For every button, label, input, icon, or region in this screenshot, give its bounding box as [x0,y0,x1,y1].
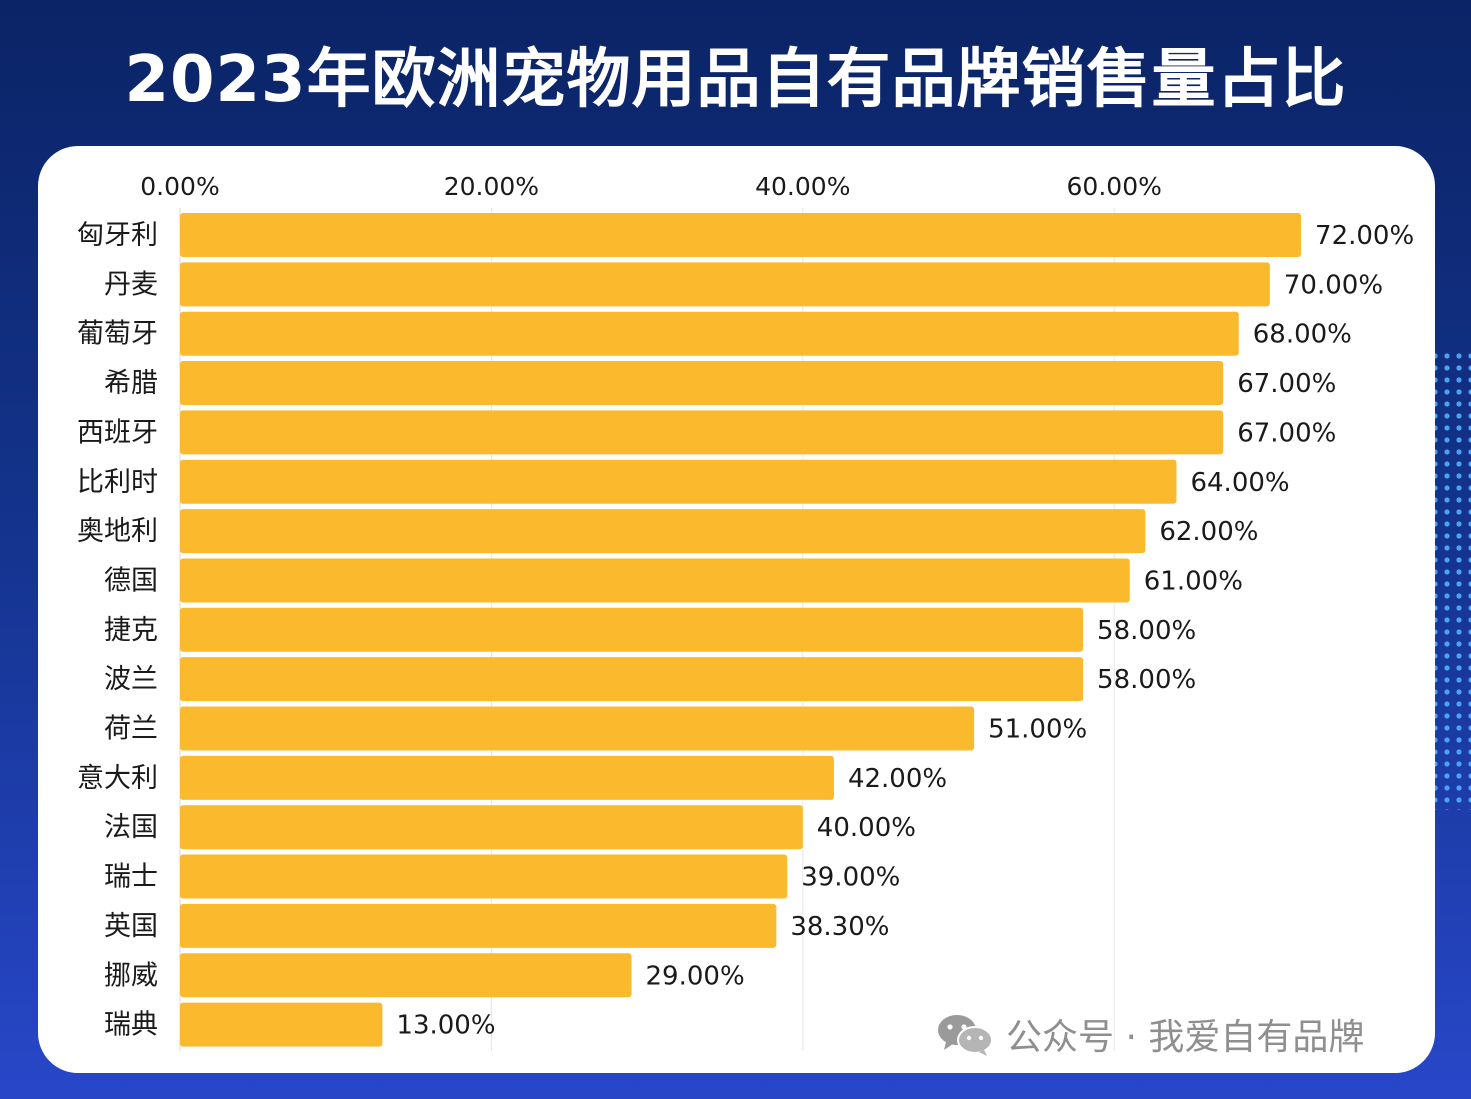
bar-chart: 0.00% 20.00% 40.00% 60.00% 匈牙利 72.00% 丹麦 70.00%… [77,172,1414,1051]
bar [180,805,803,850]
data-label: 39.00% [801,863,900,893]
category-label: 丹麦 [104,269,158,300]
category-label: 荷兰 [104,714,158,745]
data-label: 42.00% [848,764,947,794]
data-label: 64.00% [1190,468,1289,498]
wechat-icon [938,1015,993,1056]
x-tick-label: 0.00% [140,172,219,201]
data-label: 72.00% [1315,221,1414,251]
bar [180,607,1084,652]
bar [180,1002,383,1047]
data-label: 58.00% [1097,616,1196,646]
data-label: 67.00% [1237,369,1336,399]
bar [180,509,1146,554]
data-label: 51.00% [988,715,1087,745]
bar [180,262,1270,307]
bar [180,953,632,998]
bar [180,706,975,751]
bar [180,459,1177,504]
category-label: 意大利 [77,763,158,794]
bar [180,558,1130,603]
category-label: 捷克 [104,615,158,646]
category-label: 法国 [104,812,158,843]
category-label: 瑞典 [104,1010,158,1041]
chart-panel: 0.00% 20.00% 40.00% 60.00% 匈牙利 72.00% 丹麦 70.00%… [38,146,1435,1073]
watermark-text: 公众号 · 我爱自有品牌 [1006,1017,1365,1058]
category-label: 西班牙 [77,417,158,448]
decorative-dot-pattern [1429,350,1471,810]
bar [180,410,1224,455]
data-label: 61.00% [1144,566,1243,596]
data-label: 29.00% [646,961,745,991]
category-label: 波兰 [104,664,158,695]
category-label: 挪威 [104,960,158,991]
bar [180,903,777,948]
data-label: 13.00% [396,1011,495,1041]
category-label: 德国 [104,565,158,596]
category-label: 奥地利 [77,516,158,547]
bar [180,311,1239,356]
category-label: 希腊 [104,368,158,399]
category-label: 匈牙利 [77,220,158,251]
data-label: 70.00% [1284,270,1383,300]
data-label: 68.00% [1253,320,1352,350]
x-tick-label: 40.00% [755,172,850,201]
category-label: 葡萄牙 [77,319,158,350]
watermark: 公众号 · 我爱自有品牌 [936,1012,1364,1058]
bar [180,213,1302,257]
data-label: 58.00% [1097,665,1196,695]
x-tick-label: 20.00% [444,172,539,201]
data-label: 40.00% [817,813,916,843]
bar [180,854,788,899]
category-label: 比利时 [77,467,158,498]
category-label: 瑞士 [104,862,158,893]
x-tick-label: 60.00% [1067,172,1162,201]
bar [180,755,834,800]
chart-title: 2023年欧洲宠物用品自有品牌销售量占比 [124,43,1347,117]
data-label: 67.00% [1237,418,1336,448]
bar [180,657,1084,702]
category-label: 英国 [104,911,158,942]
bar [180,361,1224,406]
data-label: 38.30% [790,912,889,942]
data-label: 62.00% [1159,517,1258,547]
